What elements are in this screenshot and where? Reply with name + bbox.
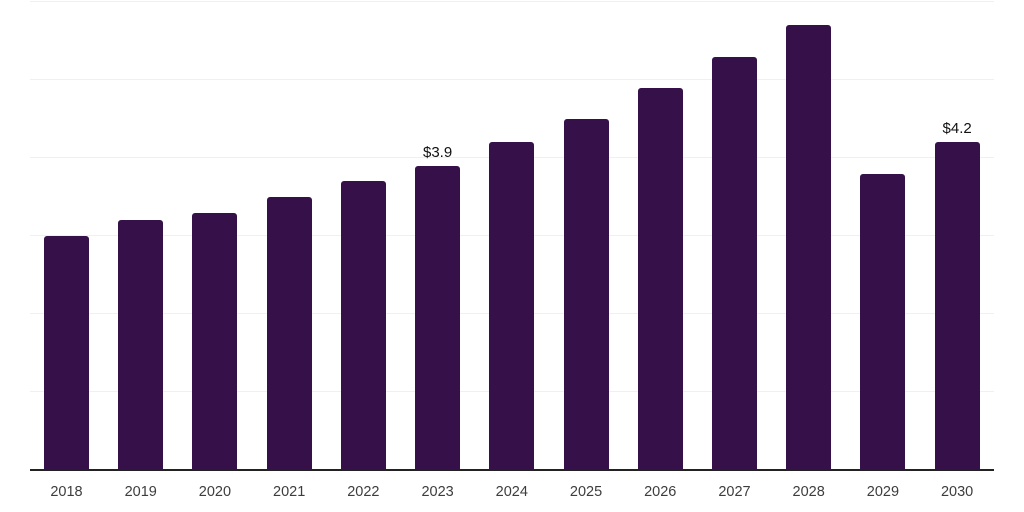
bar-2027 [711,56,757,470]
bar-2028 [786,25,832,470]
bar-2030 [934,142,980,470]
x-tick-label-2027: 2027 [718,484,751,500]
x-tick-label-2022: 2022 [347,484,380,500]
x-tick-label-2020: 2020 [198,484,232,500]
gridline-5 [30,79,994,80]
gridline-6 [30,1,994,2]
x-tick-label-2018: 2018 [50,484,83,500]
x-tick-label-2030: 2030 [940,484,974,500]
bar-value-label-2023: $3.9 [422,143,453,161]
bar-2024 [489,142,535,470]
x-tick-label-2026: 2026 [644,484,677,500]
bar-2022 [340,181,386,470]
bar-2020 [192,212,238,470]
x-tick-label-2023: 2023 [421,484,454,500]
bar-2023 [415,165,461,470]
bar-2021 [266,197,312,470]
x-axis-line [30,469,994,471]
bar-2029 [860,173,906,470]
x-tick-label-2025: 2025 [569,484,603,500]
bar-2018 [44,236,89,470]
x-tick-label-2024: 2024 [495,484,528,500]
bar-2025 [563,119,609,470]
x-tick-label-2028: 2028 [792,484,825,500]
bar-2019 [118,220,164,470]
x-tick-label-2029: 2029 [866,484,900,500]
x-tick-label-2019: 2019 [124,484,157,500]
bar-2026 [637,87,683,470]
x-tick-label-2021: 2021 [273,484,306,500]
bar-value-label-2030: $4.2 [942,120,972,138]
